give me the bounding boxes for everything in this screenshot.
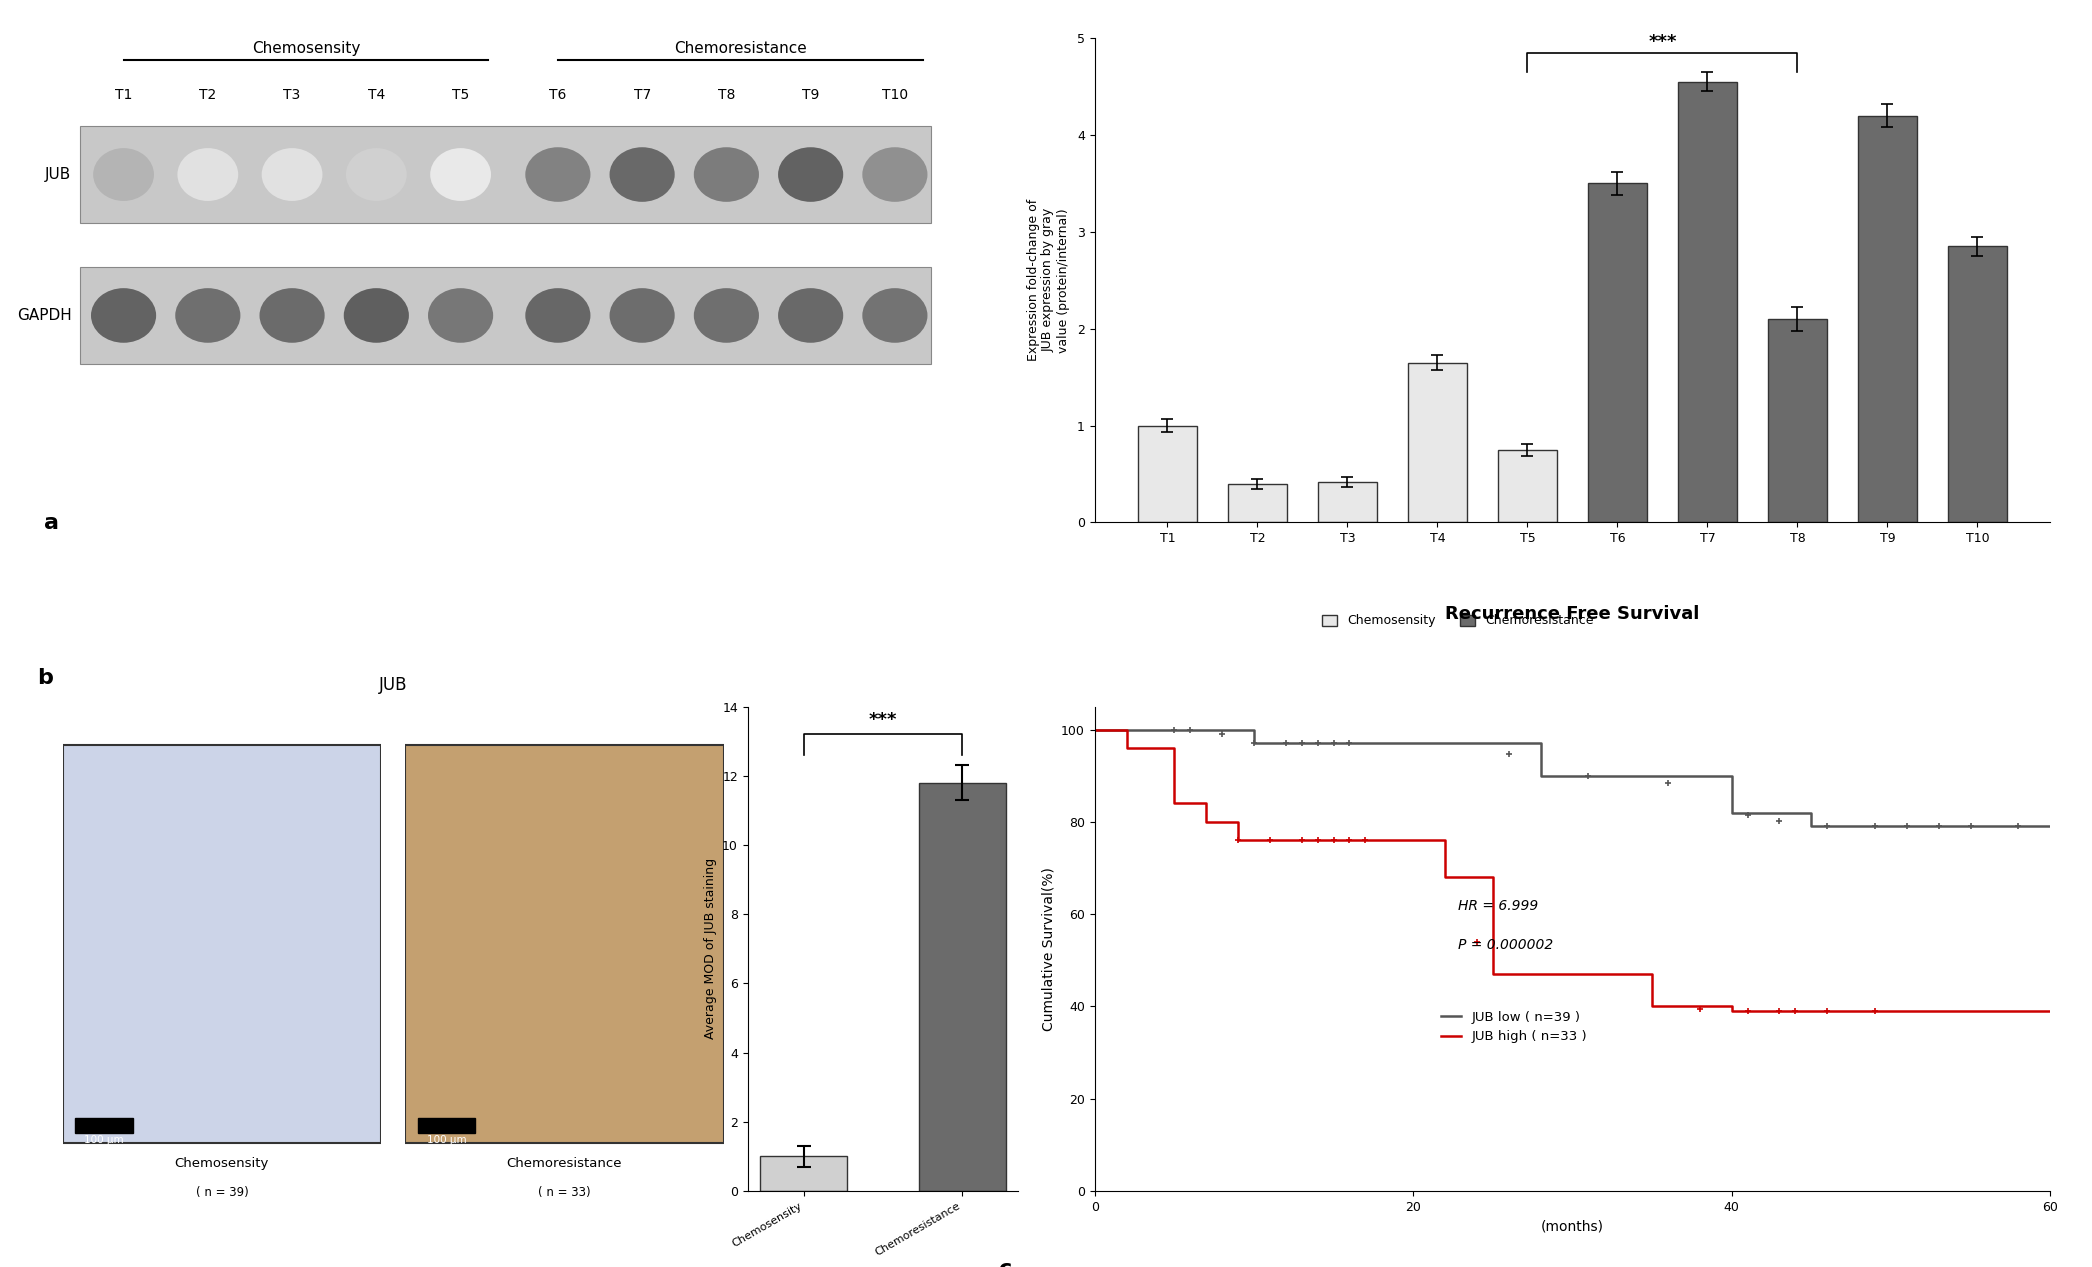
Bar xyxy=(79,127,931,223)
Text: T1: T1 xyxy=(115,89,132,103)
Text: HR = 6.999: HR = 6.999 xyxy=(1458,900,1538,914)
Bar xyxy=(418,1119,475,1133)
Text: JUB: JUB xyxy=(46,167,71,182)
Ellipse shape xyxy=(695,147,759,201)
Bar xyxy=(1138,426,1197,522)
Bar xyxy=(75,1119,132,1133)
Ellipse shape xyxy=(345,148,406,201)
Text: T6: T6 xyxy=(550,89,567,103)
Ellipse shape xyxy=(262,148,322,201)
Text: ***: *** xyxy=(868,711,897,729)
Text: T9: T9 xyxy=(801,89,820,103)
Ellipse shape xyxy=(259,288,324,343)
Text: JUB: JUB xyxy=(379,675,408,694)
Ellipse shape xyxy=(862,288,927,343)
Text: T10: T10 xyxy=(883,89,908,103)
Bar xyxy=(1768,319,1826,522)
Bar xyxy=(79,267,931,364)
X-axis label: (months): (months) xyxy=(1542,1219,1605,1233)
Text: 100 μm: 100 μm xyxy=(427,1135,467,1145)
Bar xyxy=(1228,484,1287,522)
Bar xyxy=(63,745,381,1143)
Text: Chemosensity: Chemosensity xyxy=(251,41,360,56)
Text: 100 μm: 100 μm xyxy=(84,1135,123,1145)
Ellipse shape xyxy=(90,288,157,343)
Ellipse shape xyxy=(343,288,408,343)
Text: ***: *** xyxy=(1648,33,1676,51)
Bar xyxy=(1588,184,1646,522)
Ellipse shape xyxy=(431,148,492,201)
Ellipse shape xyxy=(695,288,759,343)
Y-axis label: Expression fold-change of
JUB expression by gray
value (protein/internal): Expression fold-change of JUB expression… xyxy=(1027,199,1069,361)
Ellipse shape xyxy=(176,288,241,343)
Bar xyxy=(918,783,1006,1191)
Text: ( n = 33): ( n = 33) xyxy=(538,1186,590,1199)
Text: Chemoresistance: Chemoresistance xyxy=(506,1157,621,1169)
Text: T4: T4 xyxy=(368,89,385,103)
Text: Recurrence Free Survival: Recurrence Free Survival xyxy=(1446,606,1699,623)
Ellipse shape xyxy=(525,288,590,343)
Ellipse shape xyxy=(178,148,238,201)
Text: Chemoresistance: Chemoresistance xyxy=(674,41,808,56)
Ellipse shape xyxy=(862,147,927,201)
Ellipse shape xyxy=(429,288,494,343)
Y-axis label: Cumulative Survival(%): Cumulative Survival(%) xyxy=(1042,867,1056,1030)
Ellipse shape xyxy=(778,147,843,201)
Text: GAPDH: GAPDH xyxy=(17,308,71,323)
Legend: JUB low ( n=39 ), JUB high ( n=33 ): JUB low ( n=39 ), JUB high ( n=33 ) xyxy=(1435,1006,1592,1049)
Text: T2: T2 xyxy=(199,89,215,103)
Bar xyxy=(1318,481,1377,522)
Text: Chemosensity: Chemosensity xyxy=(176,1157,270,1169)
Y-axis label: Average MOD of JUB staining: Average MOD of JUB staining xyxy=(703,858,718,1039)
Text: c: c xyxy=(1000,1259,1013,1267)
Ellipse shape xyxy=(609,288,676,343)
Bar xyxy=(406,745,724,1143)
Text: P = 0.000002: P = 0.000002 xyxy=(1458,938,1552,952)
Text: T3: T3 xyxy=(282,89,301,103)
Bar xyxy=(1678,81,1736,522)
Bar xyxy=(1948,246,2006,522)
Text: ( n = 39): ( n = 39) xyxy=(195,1186,249,1199)
Bar xyxy=(759,1157,847,1191)
Text: T5: T5 xyxy=(452,89,469,103)
Ellipse shape xyxy=(525,147,590,201)
Text: a: a xyxy=(44,513,59,532)
Bar xyxy=(1408,362,1466,522)
Ellipse shape xyxy=(609,147,676,201)
Text: b: b xyxy=(38,668,52,688)
Ellipse shape xyxy=(94,148,155,201)
Legend: Chemosensity, Chemoresistance: Chemosensity, Chemoresistance xyxy=(1316,609,1598,632)
Text: T7: T7 xyxy=(634,89,651,103)
Text: T8: T8 xyxy=(718,89,734,103)
Bar xyxy=(1498,450,1556,522)
Bar xyxy=(1858,115,1916,522)
Ellipse shape xyxy=(778,288,843,343)
